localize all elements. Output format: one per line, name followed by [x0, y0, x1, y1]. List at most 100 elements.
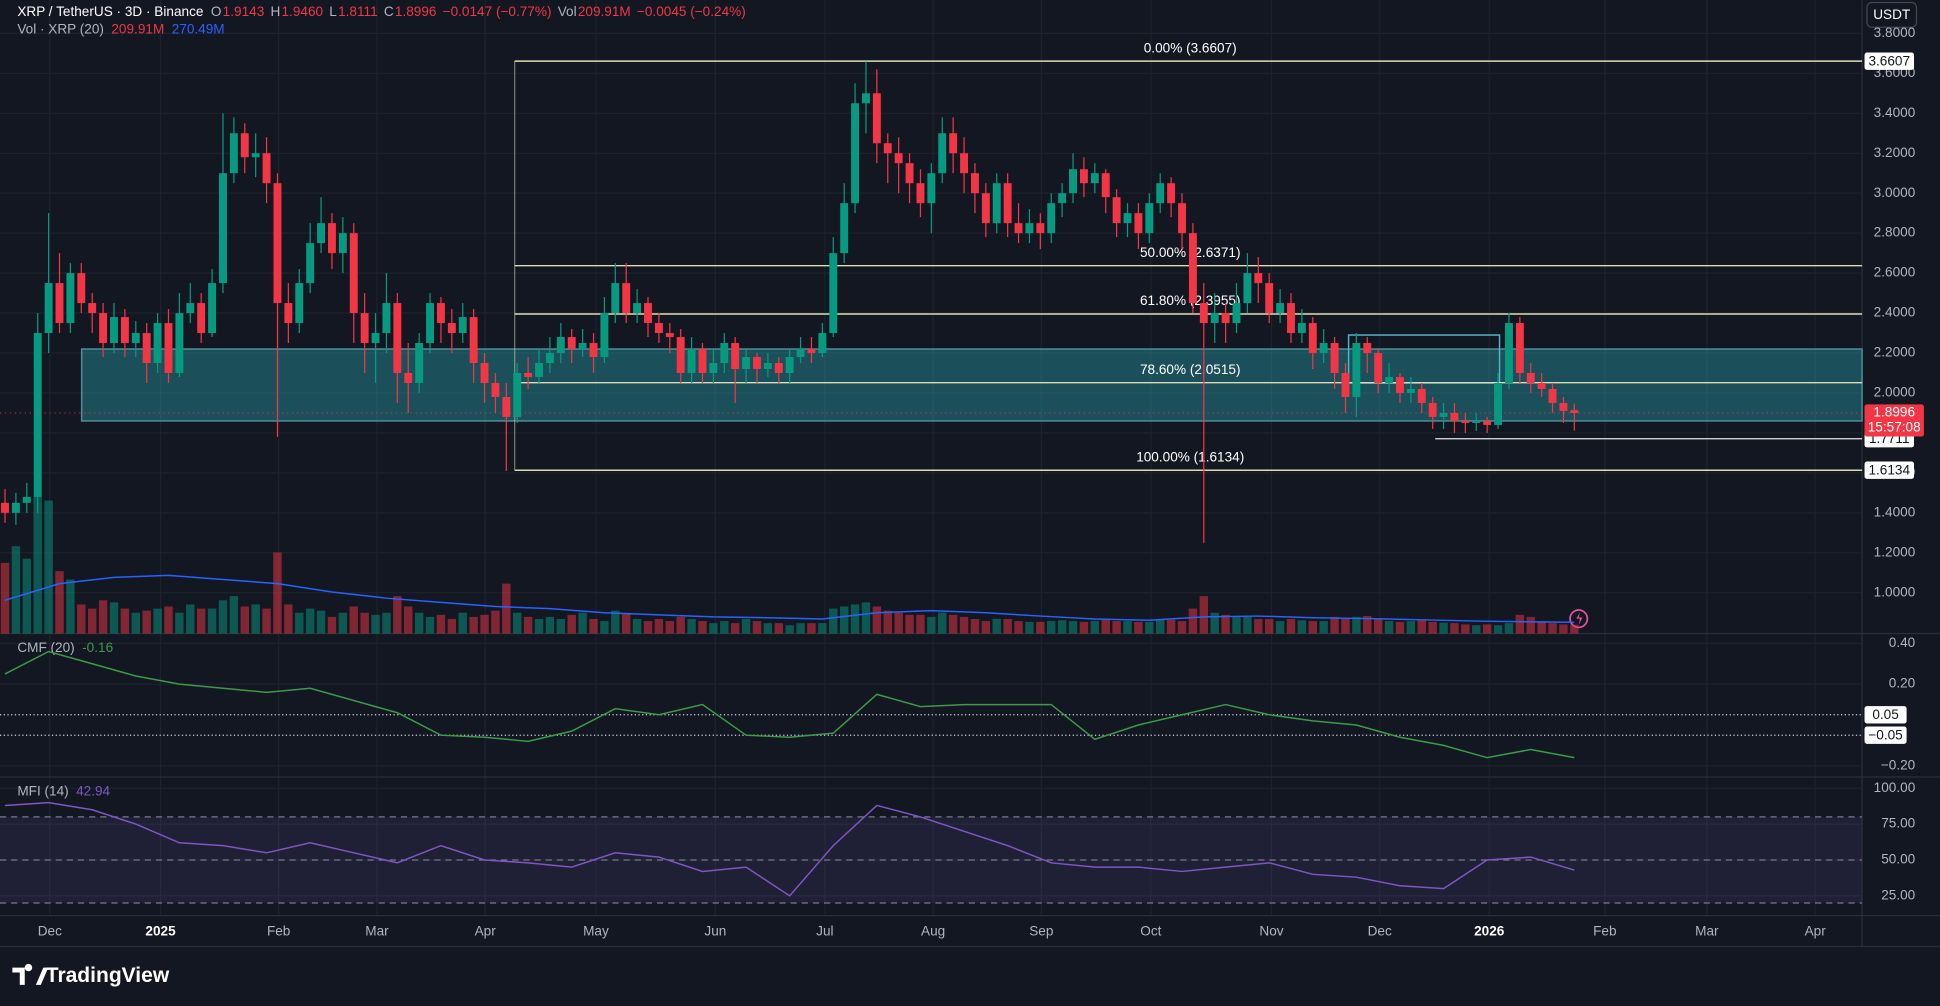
candle-body	[436, 303, 445, 324]
volume-bar	[44, 500, 53, 634]
volume-bar	[22, 558, 32, 634]
candle-body	[1221, 313, 1230, 324]
volume-bar	[1156, 618, 1165, 634]
y-tick-label: 1.0000	[1874, 584, 1916, 599]
candle-body	[1069, 169, 1077, 194]
candle-body	[1014, 223, 1023, 234]
volume-bar	[709, 623, 718, 634]
volume-bar	[305, 608, 315, 634]
candle-body	[644, 303, 652, 324]
volume-bar	[1319, 621, 1328, 634]
candle-body	[1, 502, 9, 513]
volume-bar	[894, 612, 903, 634]
volume-bar	[850, 604, 860, 634]
candle-body	[1559, 402, 1568, 411]
candle-body	[1341, 372, 1350, 397]
volume-bar	[970, 618, 980, 634]
volume-bar	[1199, 596, 1209, 634]
currency-button[interactable]	[1866, 1, 1918, 28]
candle-body	[1036, 223, 1045, 234]
ohlc-value: 1.8111	[338, 4, 378, 19]
usdt-button[interactable]: USDT	[1866, 1, 1918, 28]
volume-bar	[295, 612, 304, 634]
candle-body	[1265, 283, 1274, 314]
candle-body	[556, 337, 565, 354]
alert-circle	[1569, 609, 1589, 629]
candle-body	[524, 372, 533, 377]
volume-bar	[763, 623, 773, 634]
ohlc-value: −0.0045 (−0.24%)	[637, 4, 746, 19]
candle-body	[731, 343, 740, 369]
volume-bar	[502, 583, 511, 634]
candle-body	[1537, 382, 1546, 389]
x-tick-label: Mar	[1695, 923, 1719, 938]
volume-bar	[164, 606, 173, 634]
level-label: −0.05	[1868, 727, 1902, 742]
volume-bar	[1090, 621, 1100, 634]
ohlc-value: 1.9143	[223, 4, 265, 19]
candle-body	[851, 103, 860, 204]
candle-body	[1188, 233, 1197, 304]
ohlc-key: L	[329, 4, 337, 19]
volume-bar	[1526, 616, 1535, 634]
candle-body	[687, 349, 696, 373]
symbol-title: XRP / TetherUS · 3D · Binance	[17, 4, 203, 19]
candle-body	[1461, 420, 1470, 423]
ohlc-value: 209.91M	[578, 4, 631, 19]
x-tick-label: Dec	[1368, 923, 1392, 938]
volume-bar	[687, 618, 696, 634]
candle-body	[720, 343, 729, 364]
y-tick-label: 1.4000	[1874, 504, 1916, 519]
candle-body	[1417, 388, 1426, 403]
volume-bar	[436, 614, 446, 634]
candle-body	[949, 133, 958, 154]
candle-body	[502, 396, 511, 417]
volume-bar	[447, 618, 457, 634]
candle-body	[981, 193, 990, 224]
y-tick-label: 2.4000	[1874, 305, 1916, 320]
candle-body	[654, 323, 663, 334]
candle-body	[175, 313, 184, 373]
volume-bar	[905, 614, 914, 634]
candle-body	[1232, 303, 1241, 324]
volume-bar	[1112, 621, 1121, 634]
candle-body	[535, 363, 543, 377]
candle-body	[131, 333, 140, 344]
candle-body	[1570, 410, 1579, 414]
candle-body	[1406, 388, 1415, 393]
candle-body	[818, 333, 827, 354]
level-label-box	[1864, 726, 1907, 744]
y-tick-label: 2.6000	[1874, 265, 1916, 280]
candle-body	[992, 183, 1001, 224]
candle-body	[219, 173, 227, 284]
currency-label[interactable]: USDT	[1873, 7, 1910, 22]
y-tick-label: 25.00	[1881, 887, 1915, 902]
volume-bar	[153, 608, 162, 634]
volume-bar	[349, 606, 358, 634]
candle-body	[1112, 197, 1121, 224]
last-price-box	[1864, 404, 1924, 437]
volume-bar	[1472, 625, 1481, 634]
x-tick-label: Mar	[365, 923, 389, 938]
candle-body	[905, 163, 914, 184]
volume-bar	[1177, 621, 1187, 634]
candle-body	[338, 233, 347, 254]
volume-bar	[1036, 621, 1045, 634]
volume-bar	[469, 616, 478, 634]
x-tick-label: Oct	[1140, 923, 1161, 938]
y-tick-label: −0.20	[1881, 757, 1916, 772]
volume-bar	[1450, 623, 1459, 634]
candle-body	[273, 183, 282, 304]
volume-bar	[938, 612, 947, 634]
volume-bar	[807, 623, 816, 634]
volume-bar	[916, 614, 925, 634]
candle-body	[229, 133, 238, 174]
candle-body	[676, 337, 685, 373]
candle-body	[426, 303, 434, 344]
volume-bar	[534, 618, 544, 634]
volume-bar	[131, 612, 140, 634]
volume-bar	[1101, 618, 1110, 634]
volume-bar	[600, 621, 609, 634]
